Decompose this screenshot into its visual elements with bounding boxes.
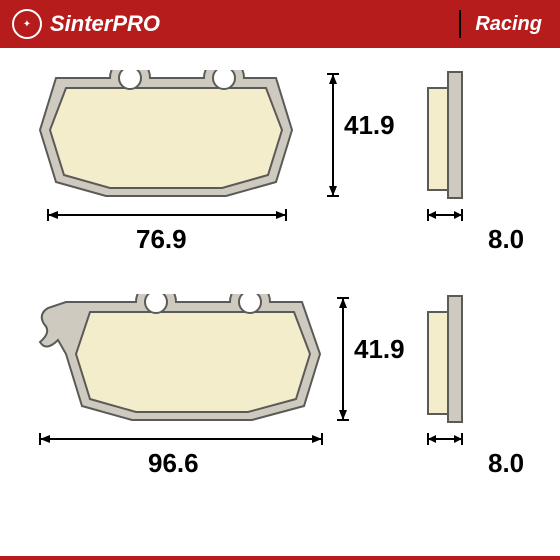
dim-bottom-thickness-label: 8.0	[488, 448, 524, 479]
brake-pad-bottom-face	[36, 294, 326, 424]
dim-top-thickness	[420, 208, 476, 222]
dim-top-thickness-label: 8.0	[488, 224, 524, 255]
divider-icon	[459, 10, 461, 38]
brand-logo-icon: ✦	[12, 9, 42, 39]
dim-bottom-width-label: 96.6	[140, 448, 207, 479]
dim-top-height	[326, 70, 340, 200]
brake-pad-top-face	[36, 70, 296, 200]
dim-bottom-thickness	[420, 432, 476, 446]
header-left: ✦ SinterPRO	[12, 9, 160, 39]
category-label: Racing	[475, 13, 542, 36]
dim-top-width-label: 76.9	[128, 224, 195, 255]
header-right: Racing	[459, 10, 542, 38]
footer-divider	[0, 556, 560, 560]
dim-bottom-width	[36, 432, 326, 446]
brand-name: SinterPRO	[50, 11, 160, 37]
dim-bottom-height	[336, 294, 350, 424]
dim-top-width	[44, 208, 290, 222]
dim-top-height-label: 41.9	[344, 110, 395, 141]
header-bar: ✦ SinterPRO Racing	[0, 0, 560, 48]
brake-pad-bottom-side	[420, 294, 476, 424]
brake-pad-top-side	[420, 70, 476, 200]
dim-bottom-height-label: 41.9	[354, 334, 405, 365]
diagram-area: 41.9 76.9 8.0 41.9	[0, 48, 560, 556]
